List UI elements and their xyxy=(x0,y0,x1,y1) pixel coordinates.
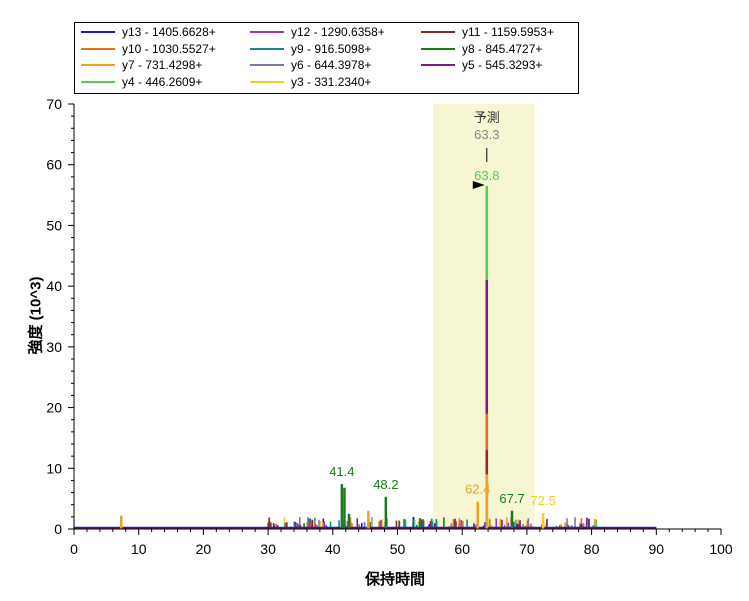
x-tick-label: 20 xyxy=(196,541,212,557)
legend-swatch xyxy=(421,47,455,50)
x-tick-label: 70 xyxy=(519,541,535,557)
x-axis-label: 保持時間 xyxy=(364,571,425,588)
x-tick-label: 0 xyxy=(70,541,78,557)
legend-label: y7 - 731.4298+ xyxy=(122,58,203,72)
prediction-arrow xyxy=(472,181,485,189)
legend-swatch xyxy=(81,64,115,66)
legend-swatch xyxy=(81,31,115,33)
legend-label: y9 - 916.5098+ xyxy=(291,41,372,56)
x-tick-label: 100 xyxy=(709,541,733,557)
legend-label: y10 - 1030.5527+ xyxy=(122,41,216,56)
peak-label: 67.7 xyxy=(499,491,524,506)
legend-swatch xyxy=(250,47,284,50)
legend-label: y13 - 1405.6628+ xyxy=(122,25,216,39)
legend-label: y5 - 545.3293+ xyxy=(462,58,543,72)
y-tick-label: 30 xyxy=(46,339,62,355)
legend-swatch xyxy=(250,31,284,33)
y-tick-label: 0 xyxy=(54,521,62,537)
y-tick-label: 10 xyxy=(46,460,62,476)
y-axis-label: 強度 (10^3) xyxy=(27,276,45,355)
peak-label: 72.5 xyxy=(530,493,555,508)
x-tick-label: 80 xyxy=(584,541,600,557)
x-tick-label: 50 xyxy=(390,541,406,557)
y-tick-label: 50 xyxy=(46,217,62,233)
x-tick-label: 60 xyxy=(454,541,470,557)
y-tick-label: 70 xyxy=(46,96,62,112)
prediction-value: 63.3 xyxy=(474,127,499,142)
prediction-window xyxy=(433,104,535,529)
x-tick-label: 30 xyxy=(260,541,276,557)
x-tick-label: 40 xyxy=(325,541,341,557)
peak-label: 62.4 xyxy=(465,482,490,497)
x-tick-label: 90 xyxy=(649,541,665,557)
legend-swatch xyxy=(81,47,115,50)
legend-swatch xyxy=(250,80,284,83)
legend-label: y11 - 1159.5953+ xyxy=(462,25,554,39)
legend-swatch xyxy=(250,64,284,66)
legend-label: y3 - 331.2340+ xyxy=(291,74,372,89)
legend-swatch xyxy=(421,31,455,33)
peak-label: 41.4 xyxy=(329,464,354,479)
peak-label: 48.2 xyxy=(373,477,398,492)
x-tick-label: 10 xyxy=(131,541,147,557)
legend: y13 - 1405.6628+ y12 - 1290.6358+ y11 - 11… xyxy=(74,22,579,94)
legend-swatch xyxy=(421,64,455,66)
prediction-label: 予測 xyxy=(474,110,500,125)
y-tick-label: 20 xyxy=(46,400,62,416)
legend-swatch xyxy=(81,80,115,83)
legend-label: y8 - 845.4727+ xyxy=(462,41,543,56)
legend-label: y4 - 446.2609+ xyxy=(122,74,203,89)
y-tick-label: 60 xyxy=(46,157,62,173)
legend-label: y12 - 1290.6358+ xyxy=(291,25,385,39)
y-tick-label: 40 xyxy=(46,278,62,294)
legend-label: y6 - 644.3978+ xyxy=(291,58,372,72)
peak-label: 63.8 xyxy=(474,168,499,183)
